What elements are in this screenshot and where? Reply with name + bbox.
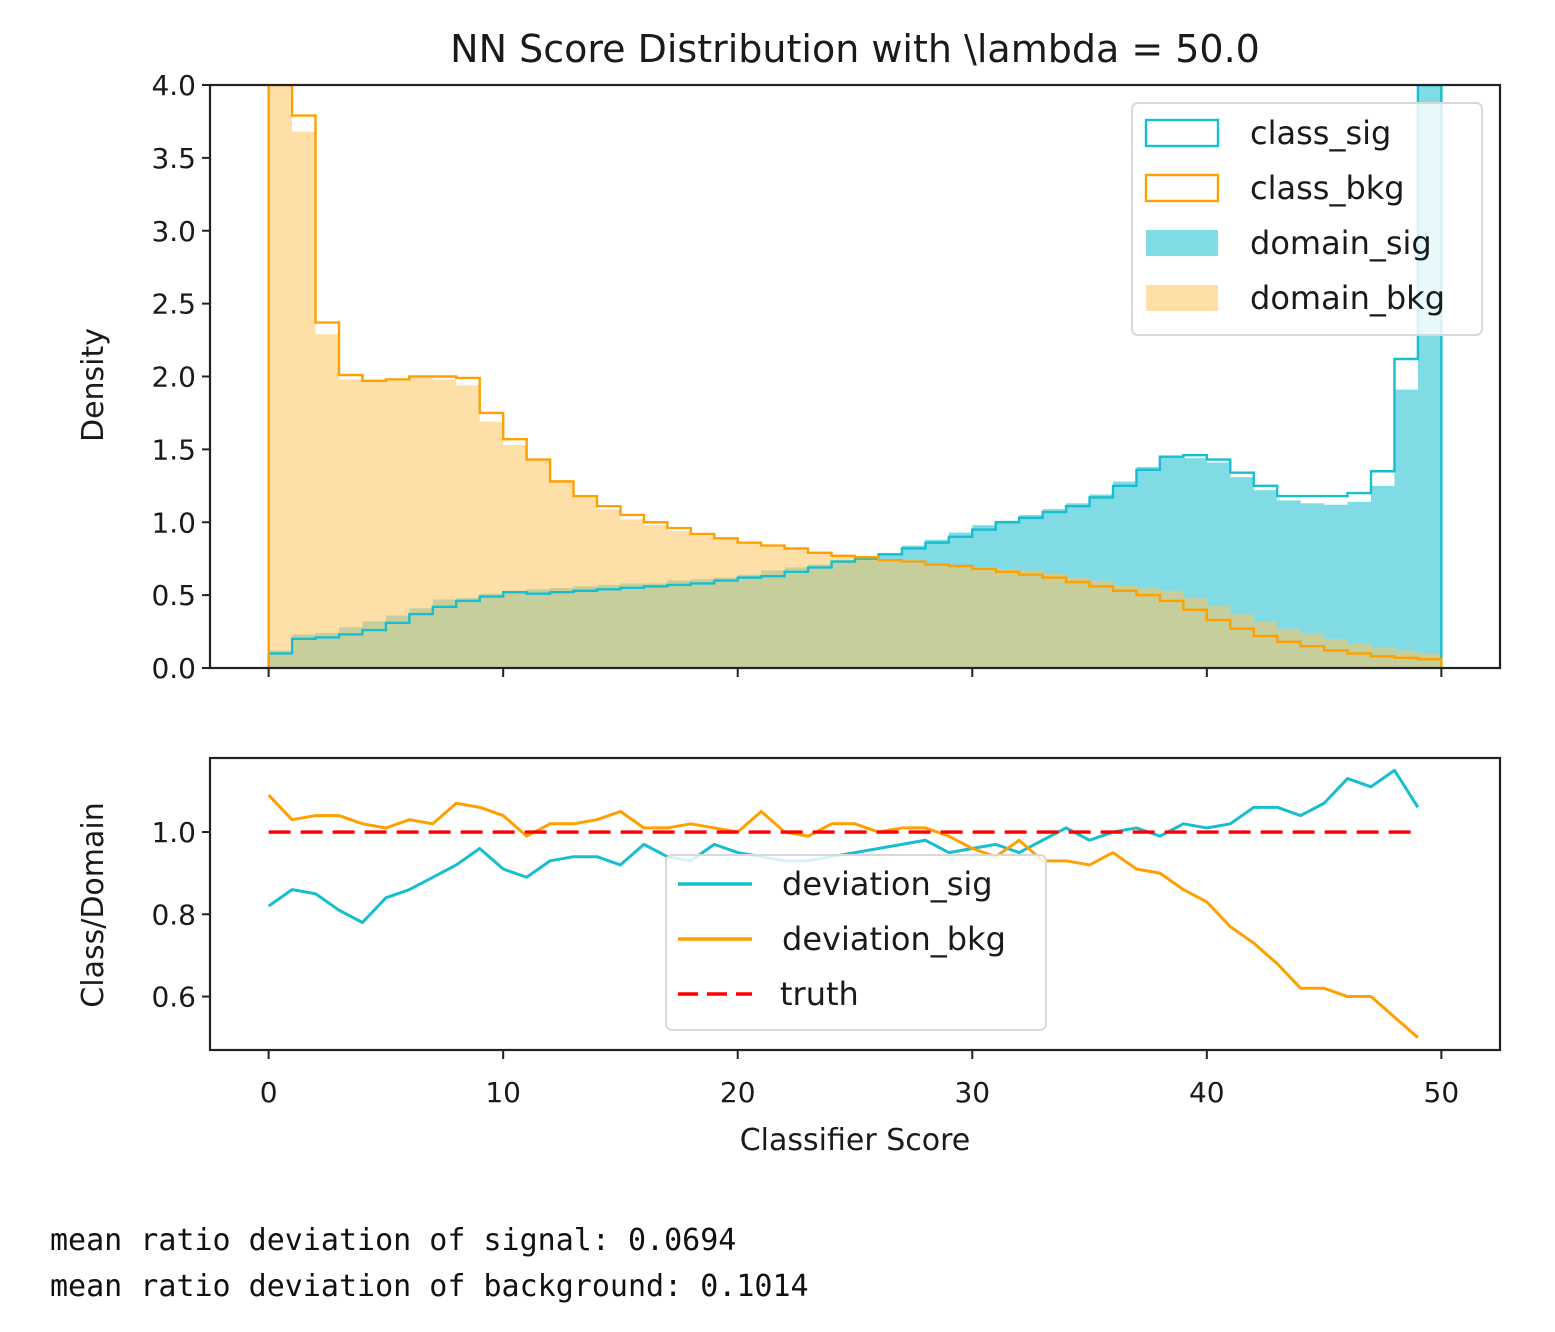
histogram-y-tick-label: 0.0	[151, 652, 196, 685]
ratio-y-tick-label: 1.0	[151, 816, 196, 849]
legend-label-deviation-sig: deviation_sig	[782, 865, 993, 903]
ratio-x-tick-label: 0	[260, 1076, 278, 1109]
ratio-x-label: Classifier Score	[740, 1123, 971, 1158]
signal-deviation-text: mean ratio deviation of signal: 0.0694	[50, 1223, 737, 1258]
legend-swatch-class-sig	[1144, 118, 1220, 148]
ratio-frame	[208, 756, 1502, 1052]
ratio-y-tick-label: 0.6	[151, 981, 196, 1014]
histogram-y-tick-label: 3.0	[151, 215, 196, 248]
hist-step-class-bkg	[267, 85, 1443, 668]
hist-fill-domain-bkg	[268, 85, 1442, 668]
ratio-y-label: Class/Domain	[76, 802, 111, 1007]
hist-step-class-sig	[267, 85, 1443, 668]
ratio-line-deviation-bkg	[267, 793, 1419, 1039]
ratio-x-tick-label: 30	[954, 1076, 990, 1109]
legend-label-deviation-bkg: deviation_bkg	[782, 920, 1006, 958]
histogram-y-tick-label: 1.0	[151, 506, 196, 539]
legend-label-class-bkg: class_bkg	[1250, 169, 1405, 207]
ratio-y-ticks: 0.6 0.8 1.0	[151, 816, 210, 1014]
ratio-x-tick-label: 10	[485, 1076, 521, 1109]
histogram-legend-box	[1131, 102, 1483, 336]
histogram-y-ticks: 0.0 0.5 1.0 1.5 2.0 2.5 3.0 3.5 4.0	[151, 69, 210, 685]
ratio-x-ticks: 0 10 20 30 40 50	[260, 1050, 1459, 1109]
ratio-x-tick-label: 40	[1189, 1076, 1225, 1109]
histogram-x-ticks	[267, 668, 1443, 677]
console-output: mean ratio deviation of signal: 0.0694 me…	[50, 1218, 809, 1310]
ratio-x-tick-label: 20	[720, 1076, 756, 1109]
histogram-y-tick-label: 4.0	[151, 69, 196, 102]
legend-swatch-domain-sig	[1146, 230, 1218, 256]
legend-swatch-class-bkg	[1144, 173, 1220, 203]
histogram-title: NN Score Distribution with \lambda = 50.…	[450, 27, 1260, 71]
background-deviation-text: mean ratio deviation of background: 0.10…	[50, 1269, 809, 1304]
figure: 0.0 0.5 1.0 1.5 2.0 2.5 3.0 3.5 4.0 NN Score Dis…	[76, 27, 1502, 1158]
legend-swatch-domain-bkg	[1146, 285, 1218, 311]
hist-fill-domain-sig	[268, 85, 1442, 668]
histogram-y-tick-label: 2.5	[151, 288, 196, 321]
histogram-y-tick-label: 2.0	[151, 361, 196, 394]
legend-label-domain-bkg: domain_bkg	[1250, 279, 1445, 317]
domain-fills	[268, 85, 1442, 668]
histogram-axes: 0.0 0.5 1.0 1.5 2.0 2.5 3.0 3.5 4.0 NN Score Dis…	[76, 27, 1502, 685]
class-steps	[267, 85, 1443, 668]
histogram-y-tick-label: 0.5	[151, 579, 196, 612]
legend-label-truth: truth	[780, 975, 859, 1013]
legend-label-class-sig: class_sig	[1250, 114, 1391, 152]
histogram-legend: class_sig class_bkg domain_sig domain_bkg	[1131, 102, 1483, 336]
ratio-x-tick-label: 50	[1424, 1076, 1460, 1109]
legend-label-domain-sig: domain_sig	[1250, 224, 1432, 262]
histogram-y-label: Density	[76, 328, 111, 442]
histogram-y-tick-label: 1.5	[151, 433, 196, 466]
histogram-y-tick-label: 3.5	[151, 142, 196, 175]
ratio-legend-box	[665, 854, 1047, 1031]
ratio-y-tick-label: 0.8	[151, 898, 196, 931]
ratio-axes: 0.6 0.8 1.0 0 10 20 30 40 50 Classifier Score C…	[76, 756, 1502, 1158]
